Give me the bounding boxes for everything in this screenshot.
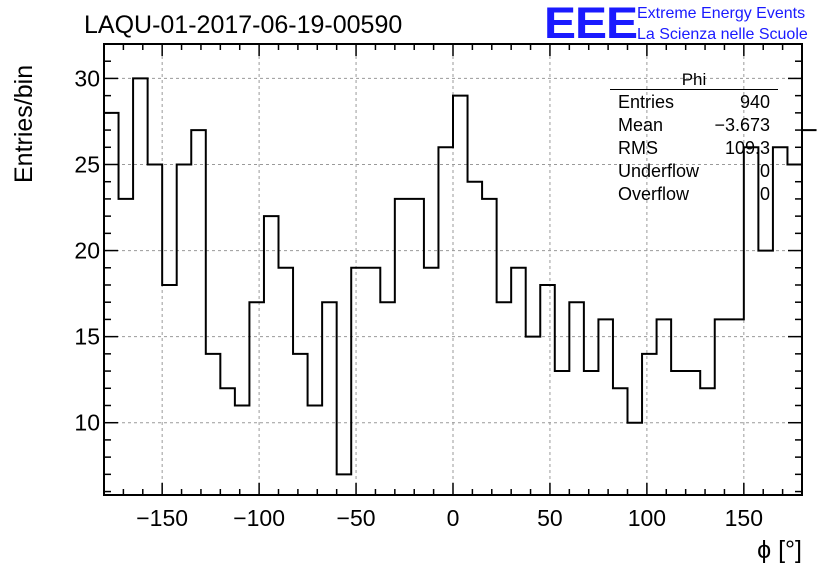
x-tick-label: 50 <box>537 505 563 531</box>
x-tick-label: −100 <box>233 505 285 531</box>
y-tick-label: 20 <box>74 238 100 264</box>
stat-value: 940 <box>739 92 770 112</box>
stat-row-mean: Mean −3.673 <box>610 114 778 137</box>
stat-label: Entries <box>618 92 675 112</box>
y-axis-label: Entries/bin <box>10 65 38 183</box>
stat-label: Overflow <box>618 184 690 204</box>
logo-text-line1: Extreme Energy Events <box>637 5 806 22</box>
x-tick-label: 0 <box>447 505 460 531</box>
y-tick-label: 30 <box>74 65 100 91</box>
y-tick-labels: 10 15 20 25 30 <box>74 65 100 435</box>
x-tick-label: 150 <box>725 505 763 531</box>
stat-box-title: Phi <box>610 71 778 90</box>
stat-label: Mean <box>618 115 664 135</box>
histogram-series-line <box>104 77 817 476</box>
stat-row-entries: Entries 940 <box>610 91 778 114</box>
y-tick-label: 25 <box>74 151 100 177</box>
logo-text-line2: La Scienza nelle Scuole <box>637 26 808 43</box>
chart-title: LAQU-01-2017-06-19-00590 <box>84 11 402 39</box>
y-tick-label: 10 <box>74 410 100 436</box>
stat-row-underflow: Underflow 0 <box>610 160 778 183</box>
axis-ticks <box>103 43 803 495</box>
stat-label: Underflow <box>618 161 700 181</box>
stat-value: 109.3 <box>724 138 770 158</box>
stat-value: 0 <box>759 161 770 181</box>
stat-value: −3.673 <box>714 115 770 135</box>
grid-lines <box>104 44 802 495</box>
statistics-box: Phi Entries 940 Mean −3.673 RMS 109.3 Un… <box>610 71 778 206</box>
y-tick-label: 15 <box>74 324 100 350</box>
eee-logo-mark: EEE <box>544 0 638 48</box>
x-axis-label: ϕ [°] <box>757 536 802 564</box>
x-tick-label: −150 <box>136 505 188 531</box>
stat-value: 0 <box>759 184 770 204</box>
x-tick-label: −50 <box>337 505 376 531</box>
x-tick-labels: −150 −100 −50 0 50 100 150 <box>136 505 763 531</box>
stat-row-rms: RMS 109.3 <box>610 137 778 160</box>
stat-label: RMS <box>618 138 658 158</box>
x-tick-label: 100 <box>628 505 666 531</box>
stat-row-overflow: Overflow 0 <box>610 183 778 206</box>
